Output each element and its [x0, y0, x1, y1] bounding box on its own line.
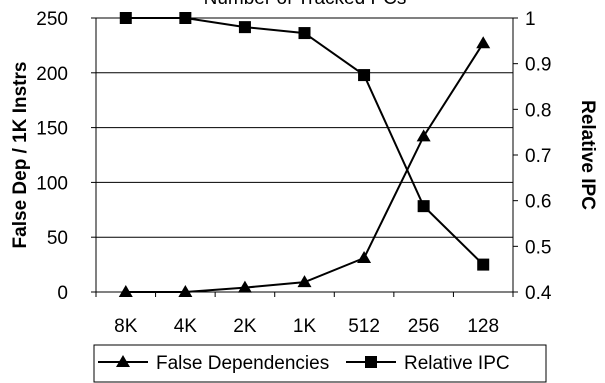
left-tick-label: 0 — [57, 283, 68, 304]
x-tick-label: 256 — [408, 316, 440, 337]
triangle-marker — [237, 280, 252, 293]
legend-label-relative-ipc: Relative IPC — [404, 353, 510, 374]
triangle-marker — [416, 129, 431, 142]
left-tick-labels: 0 50 100 150 200 250 — [36, 9, 68, 304]
right-axis-title: Relative IPC — [577, 100, 598, 210]
left-axis-title: False Dep / 1K Instrs — [10, 62, 31, 249]
square-marker — [179, 12, 192, 24]
right-tick-labels: 0.4 0.5 0.6 0.7 0.8 0.9 1 — [525, 9, 552, 304]
right-tick-label: 0.8 — [525, 100, 551, 121]
x-tick-labels: 8K 4K 2K 1K 512 256 128 — [114, 316, 499, 337]
x-tick-label: 1K — [293, 316, 317, 337]
square-marker — [238, 21, 251, 34]
x-tick-label: 8K — [114, 316, 138, 337]
right-tick-label: 1 — [525, 9, 536, 30]
left-tick-label: 100 — [36, 173, 68, 194]
right-tick-label: 0.6 — [525, 192, 551, 213]
legend: False Dependencies Relative IPC — [93, 344, 547, 383]
chart-title: Number of Tracked PCs — [204, 0, 407, 9]
square-marker — [298, 27, 311, 40]
x-tick-label: 128 — [467, 316, 499, 337]
series-lines — [125, 17, 485, 293]
triangle-marker — [118, 285, 133, 297]
legend-box — [93, 344, 547, 383]
legend-triangle-marker — [116, 355, 130, 367]
right-tick-label: 0.4 — [525, 283, 552, 304]
series-markers — [118, 12, 491, 297]
left-tick-label: 50 — [47, 228, 68, 249]
legend-label-false-dependencies: False Dependencies — [156, 353, 329, 374]
left-tick-label: 150 — [36, 119, 68, 140]
square-marker — [477, 258, 490, 271]
triangle-marker — [297, 275, 312, 288]
x-tick-label: 2K — [233, 316, 257, 337]
right-tick-label: 0.5 — [525, 237, 551, 258]
left-tick-label: 200 — [36, 64, 68, 85]
left-tick-label: 250 — [36, 9, 68, 30]
triangle-marker — [476, 36, 491, 49]
square-marker — [358, 69, 371, 82]
square-marker — [417, 200, 430, 213]
series-line-false-dependencies — [125, 42, 485, 293]
right-tick-label: 0.7 — [525, 146, 551, 167]
square-marker — [119, 12, 132, 24]
triangle-marker — [357, 251, 372, 264]
legend-square-marker — [365, 356, 377, 368]
x-tick-label: 4K — [174, 316, 198, 337]
gridlines — [96, 17, 513, 293]
axes — [91, 17, 518, 297]
triangle-marker — [178, 285, 193, 297]
x-tick-label: 512 — [348, 316, 380, 337]
right-tick-label: 0.9 — [525, 55, 551, 76]
